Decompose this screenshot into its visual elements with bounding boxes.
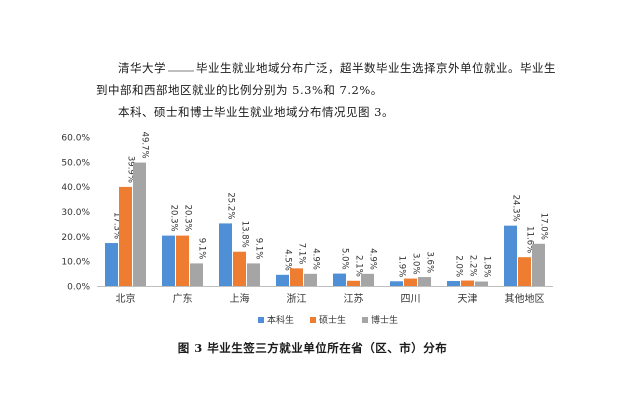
legend-swatch [362,317,368,323]
bar-phd [532,243,545,286]
bar-phd [133,162,146,286]
data-label: 4.9% [368,248,378,270]
paragraph-2: 本科、硕士和博士毕业生就业地域分布情况见图 3。 [118,105,394,119]
data-label: 17.0% [539,213,549,240]
data-label: 1.8% [482,256,492,278]
y-tick-label: 10.0% [61,258,90,268]
redaction-mark [168,67,194,72]
bar-master [233,251,246,286]
x-tick-label: 四川 [401,294,421,305]
y-tick-label: 40.0% [61,183,90,193]
data-label: 2.1% [354,255,364,277]
bar-undergrad [447,281,460,286]
y-tick-label: 20.0% [61,233,90,243]
paragraph-1-start: 清华大学 [118,61,166,75]
x-tick-label: 其他地区 [505,292,545,305]
y-tick-label: 50.0% [61,158,90,168]
bar-master [176,235,189,286]
bar-master [347,280,360,286]
data-label: 3.0% [411,253,421,275]
bar-master [518,257,531,286]
bar-chart: 0.0% 10.0% 20.0% 30.0% 40.0% 50.0% 60.0% 17.3% 3… [61,132,553,326]
y-tick-label: 0.0% [67,283,90,293]
bar-master [119,186,132,286]
data-label: 5.0% [340,248,350,270]
bar-undergrad [333,273,346,286]
data-label: 25.2% [226,192,236,219]
data-label: 20.3% [183,205,193,232]
data-label: 9.1% [254,238,264,260]
bar-undergrad [162,235,175,286]
data-label: 49.7% [140,132,150,159]
data-label: 17.3% [112,212,122,239]
x-tick-label: 江苏 [344,292,364,305]
bar-phd [475,281,488,286]
data-label: 11.6% [525,226,535,253]
data-label: 39.9% [126,156,136,183]
bar-master [461,280,474,286]
bar-phd [361,273,374,286]
bar-undergrad [105,243,118,286]
figure-caption: 图 3 毕业生签三方就业单位所在省（区、市）分布 [177,341,448,355]
data-label: 2.0% [454,255,464,277]
y-tick-label: 60.0% [61,134,90,144]
legend-label: 本科生 [267,314,294,326]
paragraph-1: 清华大学 毕业生就业地域分布广泛，超半数毕业生选择京外单位就业。毕业生到中部和西部… [96,57,566,101]
bar-master [404,278,417,286]
bar-phd [418,277,431,286]
data-label: 2.2% [468,255,478,277]
bar-undergrad [390,281,403,286]
x-tick-label: 浙江 [287,293,307,305]
data-label: 24.3% [511,195,521,222]
data-label: 9.1% [197,238,207,260]
legend-label: 硕士生 [319,314,346,326]
bar-phd [247,263,260,286]
bar-phd [304,273,317,286]
data-label: 4.9% [311,248,321,270]
legend-swatch [258,317,264,323]
bar-undergrad [219,223,232,286]
bar-undergrad [276,274,289,286]
paragraph-1-rest: 毕业生就业地域分布广泛，超半数毕业生选择京外单位就业。毕业生到中部和西部地区就业… [96,61,556,97]
data-label: 1.9% [397,256,407,278]
x-tick-label: 天津 [458,293,478,305]
bar-phd [190,263,203,286]
x-tick-label: 北京 [116,292,136,305]
data-label: 20.3% [169,205,179,232]
data-label: 7.1% [297,243,307,265]
x-tick-label: 广东 [173,292,193,305]
data-label: 3.6% [425,251,435,273]
y-tick-label: 30.0% [61,208,90,218]
data-label: 13.8% [240,221,250,248]
bar-master [290,268,303,286]
legend-label: 博士生 [371,314,398,326]
legend-swatch [310,317,316,323]
data-label: 4.5% [283,249,293,271]
bar-undergrad [504,225,517,286]
x-tick-label: 上海 [230,292,250,305]
